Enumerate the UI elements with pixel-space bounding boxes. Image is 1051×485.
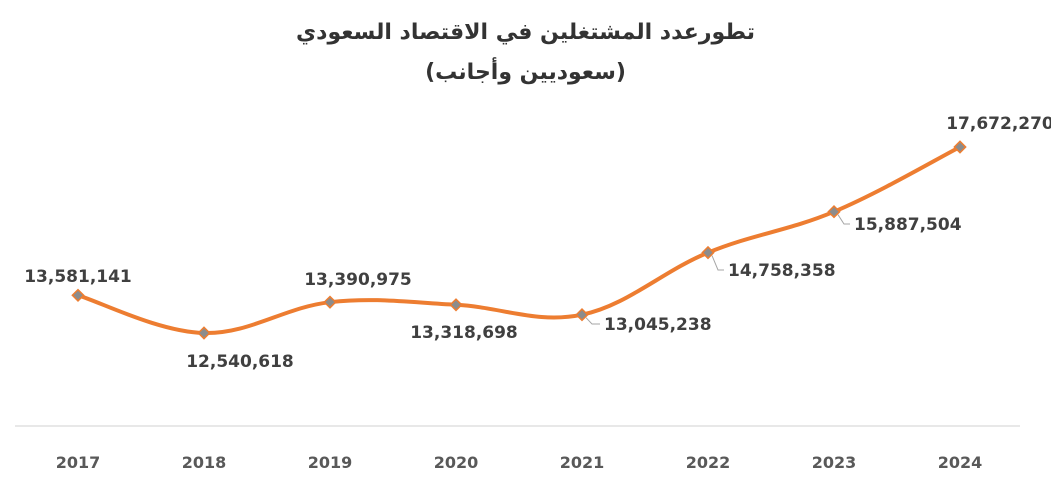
data-label: 13,390,975 [304, 270, 412, 290]
chart-title-block: تطورعدد المشتغلين في الاقتصاد السعودي (س… [0, 14, 1051, 94]
x-tick-label: 2018 [182, 453, 227, 472]
data-label: 14,758,358 [728, 261, 836, 281]
data-point-marker [953, 140, 967, 154]
chart-title: تطورعدد المشتغلين في الاقتصاد السعودي [296, 20, 755, 45]
data-point-marker [197, 326, 211, 340]
label-connector [837, 214, 850, 225]
data-label: 13,318,698 [410, 323, 518, 343]
chart-subtitle: (سعوديين وأجانب) [425, 60, 626, 85]
data-label: 17,672,270 [946, 114, 1051, 134]
x-tick-label: 2023 [812, 453, 857, 472]
data-label: 13,045,238 [604, 315, 712, 335]
x-tick-label: 2021 [560, 453, 605, 472]
data-point-marker [827, 204, 841, 219]
data-labels: 13,581,141 12,540,618 13,390,975 13,318,698… [24, 114, 1051, 372]
x-tick-label: 2020 [434, 453, 479, 472]
label-connectors [585, 214, 850, 325]
x-tick-labels: 2017 2018 2019 2020 2021 2022 2023 2024 [56, 453, 983, 472]
x-tick-label: 2017 [56, 453, 101, 472]
x-tick-label: 2019 [308, 453, 353, 472]
data-label: 12,540,618 [186, 352, 294, 372]
x-tick-label: 2022 [686, 453, 731, 472]
data-label: 15,887,504 [854, 215, 962, 235]
data-point-marker [701, 245, 715, 260]
data-markers [71, 140, 967, 340]
data-point-marker [323, 295, 337, 309]
data-label: 13,581,141 [24, 267, 132, 287]
data-point-marker [71, 288, 85, 303]
series-line [76, 145, 962, 336]
data-point-marker [575, 307, 589, 322]
label-connector [585, 317, 600, 325]
label-connector [711, 255, 724, 271]
data-point-marker [449, 298, 463, 312]
x-tick-label: 2024 [938, 453, 983, 472]
